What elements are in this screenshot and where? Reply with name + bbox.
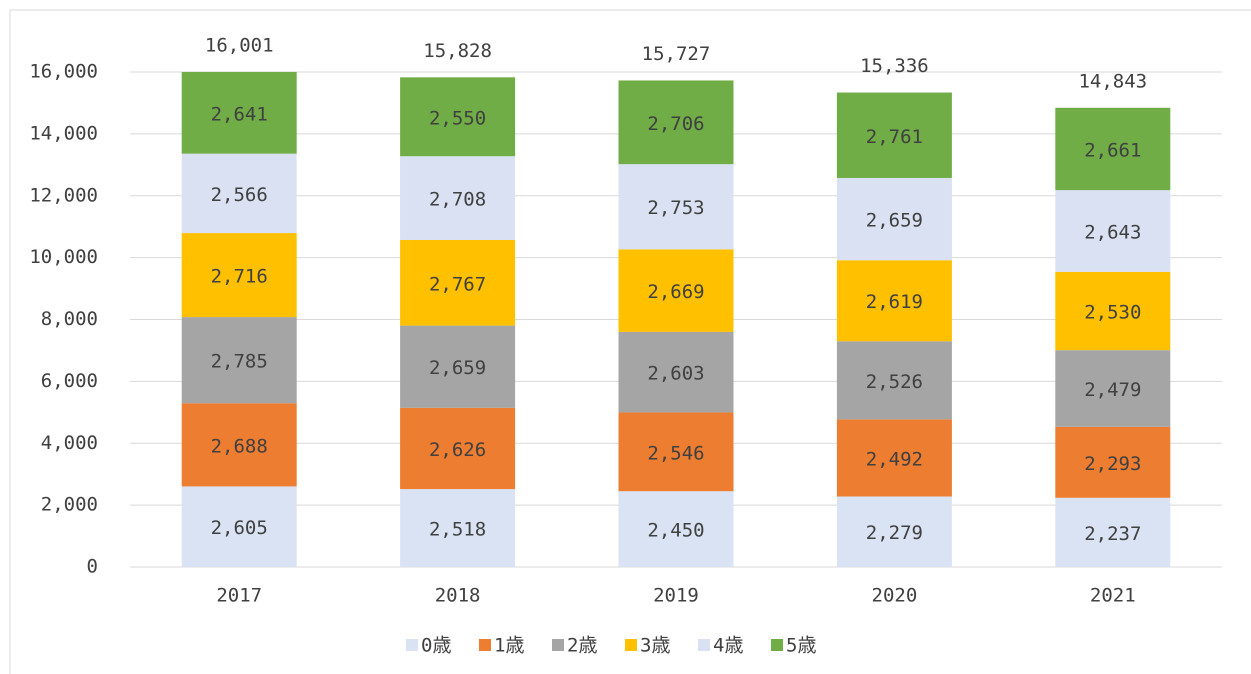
bar-segment — [181, 153, 297, 234]
value-label: 2,767 — [429, 273, 486, 295]
value-label: 2,688 — [211, 435, 268, 457]
bar-segment — [836, 92, 952, 178]
bar-segment — [618, 249, 734, 332]
y-tick-label: 10,000 — [29, 246, 98, 268]
value-label: 2,706 — [647, 113, 704, 135]
legend-label: 5歳 — [786, 635, 816, 657]
bar-segment — [181, 486, 297, 567]
value-label: 2,450 — [647, 520, 704, 542]
y-tick-label: 8,000 — [41, 308, 98, 330]
value-label: 2,605 — [211, 517, 268, 539]
bar-segment — [400, 156, 516, 240]
total-label: 15,336 — [860, 55, 929, 77]
value-label: 2,659 — [429, 357, 486, 379]
value-label: 2,566 — [211, 184, 268, 206]
value-label: 2,550 — [429, 107, 486, 129]
value-label: 2,526 — [866, 371, 923, 393]
value-label: 2,626 — [429, 439, 486, 461]
bar-segment — [400, 325, 516, 408]
legend-swatch — [479, 639, 491, 651]
value-label: 2,279 — [866, 522, 923, 544]
bar-segment — [1055, 350, 1171, 427]
bar-segment — [1055, 426, 1171, 498]
legend-label: 3歳 — [640, 635, 670, 657]
bar-segment — [836, 341, 952, 420]
y-tick-label: 14,000 — [29, 122, 98, 144]
legend-swatch — [698, 639, 710, 651]
y-tick-label: 4,000 — [41, 432, 98, 454]
legend-swatch — [771, 639, 783, 651]
bar-segment — [181, 317, 297, 404]
value-label: 2,546 — [647, 442, 704, 464]
x-tick-label: 2018 — [435, 585, 481, 607]
bar-segment — [1055, 190, 1171, 272]
x-tick-label: 2017 — [216, 585, 262, 607]
bar-segment — [836, 177, 952, 261]
bar-segment — [400, 77, 516, 157]
total-label: 14,843 — [1078, 70, 1147, 92]
value-label: 2,785 — [211, 351, 268, 373]
legend-label: 0歳 — [421, 635, 451, 657]
total-label: 16,001 — [205, 34, 274, 56]
legend-label: 4歳 — [713, 635, 743, 657]
bar-segment — [181, 233, 297, 318]
bar-segment — [400, 239, 516, 326]
bar-segment — [836, 419, 952, 497]
bar-segment — [618, 412, 734, 492]
value-label: 2,641 — [211, 103, 268, 125]
total-label: 15,727 — [642, 43, 711, 65]
value-label: 2,716 — [211, 266, 268, 288]
legend-swatch — [552, 639, 564, 651]
bar-segment — [836, 496, 952, 567]
x-tick-label: 2021 — [1090, 585, 1136, 607]
y-tick-label: 6,000 — [41, 370, 98, 392]
value-label: 2,479 — [1084, 379, 1141, 401]
value-label: 2,518 — [429, 519, 486, 541]
value-label: 2,661 — [1084, 139, 1141, 161]
legend-swatch — [625, 639, 637, 651]
bar-segment — [836, 260, 952, 342]
x-tick-label: 2019 — [653, 585, 699, 607]
y-tick-label: 16,000 — [29, 61, 98, 83]
legend-label: 2歳 — [567, 635, 597, 657]
value-label: 2,530 — [1084, 302, 1141, 324]
value-label: 2,669 — [647, 281, 704, 303]
value-label: 2,753 — [647, 197, 704, 219]
bar-segment — [1055, 271, 1171, 351]
value-label: 2,659 — [866, 210, 923, 232]
value-label: 2,237 — [1084, 523, 1141, 545]
total-label: 15,828 — [423, 40, 492, 62]
bar-segment — [618, 80, 734, 165]
x-tick-label: 2020 — [872, 585, 918, 607]
bar-segment — [1055, 497, 1171, 567]
value-label: 2,293 — [1084, 453, 1141, 475]
bar-segment — [400, 489, 516, 567]
bar-segment — [181, 403, 297, 487]
y-tick-label: 2,000 — [41, 494, 98, 516]
chart-frame — [9, 9, 1251, 674]
value-label: 2,492 — [866, 448, 923, 470]
y-tick-label: 12,000 — [29, 184, 98, 206]
legend-label: 1歳 — [494, 635, 524, 657]
bar-segment — [400, 407, 516, 490]
value-label: 2,619 — [866, 291, 923, 313]
bar-segment — [618, 491, 734, 567]
bar-segment — [618, 331, 734, 413]
value-label: 2,708 — [429, 189, 486, 211]
legend-swatch — [406, 639, 418, 651]
value-label: 2,761 — [866, 126, 923, 148]
bar-segment — [1055, 107, 1171, 191]
bar-segment — [618, 164, 734, 250]
value-label: 2,643 — [1084, 222, 1141, 244]
bar-segment — [181, 71, 297, 154]
y-tick-label: 0 — [87, 556, 98, 578]
value-label: 2,603 — [647, 363, 704, 385]
